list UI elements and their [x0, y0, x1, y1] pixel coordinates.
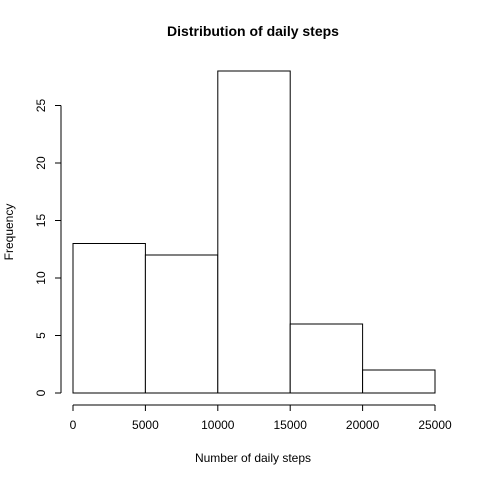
x-tick-label-0: 0 [70, 418, 77, 432]
chart-title: Distribution of daily steps [167, 23, 339, 39]
x-tick-label-5: 25000 [418, 418, 452, 432]
x-axis-label: Number of daily steps [195, 451, 311, 465]
y-axis-label: Frequency [2, 204, 16, 261]
histogram-bar-4 [363, 370, 435, 393]
y-axis: 0 5 10 15 20 25 [34, 99, 61, 397]
x-tick-label-4: 20000 [346, 418, 380, 432]
x-tick-label-1: 5000 [132, 418, 159, 432]
y-tick-label-5: 25 [34, 99, 48, 113]
bars-group [73, 71, 435, 393]
histogram-bar-2 [218, 71, 290, 393]
x-axis: 0 5000 10000 15000 20000 25000 [70, 405, 452, 432]
histogram-bar-3 [290, 324, 362, 393]
y-tick-label-3: 15 [34, 214, 48, 228]
x-tick-label-2: 10000 [201, 418, 235, 432]
y-tick-label-1: 5 [34, 332, 48, 339]
y-tick-label-4: 20 [34, 156, 48, 170]
x-tick-label-3: 15000 [274, 418, 308, 432]
y-tick-label-2: 10 [34, 271, 48, 285]
histogram-bar-0 [73, 244, 145, 394]
histogram-bar-1 [145, 255, 217, 393]
y-tick-label-0: 0 [34, 389, 48, 396]
